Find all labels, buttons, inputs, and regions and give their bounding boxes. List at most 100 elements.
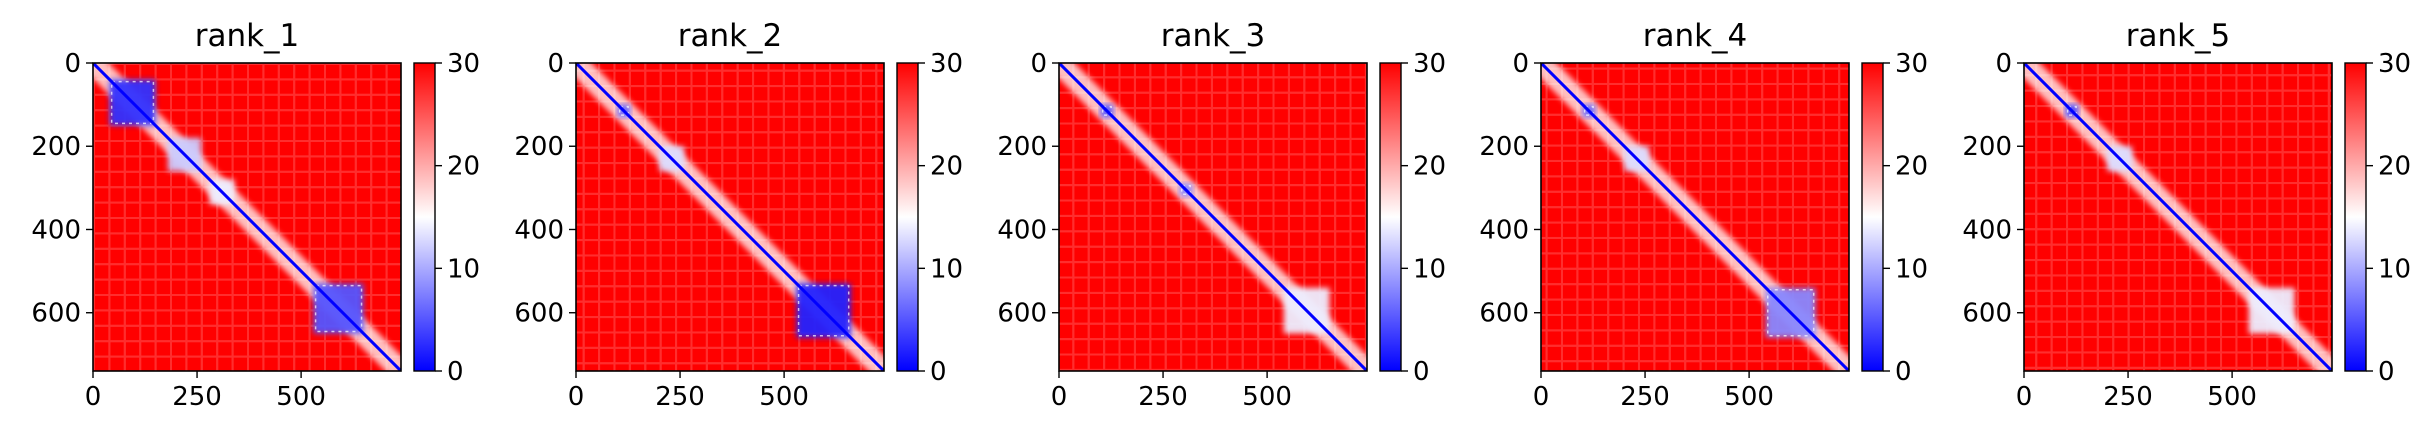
- heatmap-streak: [1349, 63, 1352, 371]
- heatmap-streak: [2024, 74, 2332, 77]
- heatmap-streak: [2096, 63, 2099, 371]
- heatmap-image: [2024, 63, 2332, 371]
- heatmap-streak: [277, 63, 280, 371]
- heatmap-streak: [2024, 259, 2332, 262]
- y-tick-label: 200: [1962, 132, 2012, 162]
- heatmap-streak: [2024, 274, 2332, 277]
- heatmap-streak: [1059, 322, 1367, 325]
- heatmap-streak: [1059, 199, 1367, 202]
- heatmap-streak: [659, 63, 662, 371]
- y-tick-label: 0: [64, 49, 81, 79]
- heatmap-streak: [576, 239, 884, 242]
- colorbar-tick-label: 0: [1413, 357, 1430, 387]
- heatmap-streak: [1668, 63, 1671, 371]
- heatmap-streak: [1541, 298, 1849, 301]
- heatmap-streak: [1541, 113, 1849, 116]
- heatmap-streak: [1591, 63, 1594, 371]
- heatmap-streak: [354, 63, 357, 371]
- heatmap-streak: [1838, 63, 1841, 371]
- heatmap-streak: [93, 294, 401, 296]
- heatmap-panel: rank_2 0 250 500 0 200 400 600 0 10 20 30: [514, 18, 963, 412]
- heatmap-streak: [1059, 291, 1367, 294]
- heatmap-streak: [1059, 137, 1367, 140]
- heatmap-streak: [1059, 368, 1367, 371]
- colorbar-tick-label: 10: [2378, 254, 2411, 284]
- y-tick-label: 400: [514, 215, 564, 245]
- heatmap-streak: [2024, 289, 2332, 292]
- heatmap-streak: [1541, 252, 1849, 255]
- heatmap-block-texture: [1180, 184, 1191, 195]
- heatmap-streak: [1059, 338, 1367, 341]
- heatmap-streak: [628, 63, 631, 371]
- heatmap-streak: [2127, 63, 2130, 371]
- heatmap-streak: [1541, 175, 1849, 178]
- heatmap-streak: [1541, 113, 1849, 116]
- heatmap-streak: [2112, 63, 2115, 371]
- heatmap-streak: [1349, 63, 1352, 371]
- heatmap-streak: [1059, 91, 1367, 94]
- heatmap-streak: [829, 63, 832, 371]
- heatmap-texture: [576, 63, 884, 371]
- heatmap-streak: [1761, 63, 1764, 371]
- heatmap-panel: rank_3 0 250 500 0 200 400 600 0 10 20 30: [997, 18, 1446, 412]
- heatmap-streak: [108, 63, 111, 371]
- axes-frame: [92, 62, 402, 372]
- heatmap-streak: [1807, 63, 1810, 371]
- heatmap-streak: [875, 63, 878, 371]
- heatmap-streak: [2050, 63, 2053, 371]
- heatmap-streak: [2024, 182, 2332, 185]
- heatmap-streak: [2024, 89, 2332, 92]
- heatmap-streak: [2024, 135, 2332, 138]
- heatmap-streak: [1730, 63, 1733, 371]
- heatmap-image: [93, 63, 401, 371]
- heatmap-streak: [2024, 336, 2332, 339]
- heatmap-streak: [2096, 63, 2099, 371]
- heatmap-diagonal: [93, 63, 401, 371]
- heatmap-streak: [93, 63, 95, 371]
- heatmap-streak: [1761, 63, 1764, 371]
- heatmap-streak: [576, 69, 884, 72]
- heatmap-streak: [2297, 63, 2300, 371]
- heatmap-streak: [582, 63, 585, 371]
- heatmap-streak: [576, 131, 884, 134]
- heatmap-streak: [1714, 63, 1717, 371]
- heatmap-streak: [93, 355, 401, 358]
- heatmap-streak: [1059, 168, 1367, 171]
- heatmap-streak: [576, 85, 884, 88]
- heatmap-streak: [1541, 144, 1849, 147]
- heatmap-streak: [93, 93, 401, 96]
- heatmap-streak: [200, 63, 203, 371]
- heatmap-streak: [1576, 63, 1579, 371]
- heatmap-block-texture: [1101, 105, 1112, 116]
- heatmap-streak: [576, 269, 884, 272]
- heatmap-streak: [705, 63, 708, 371]
- heatmap-streak: [1838, 63, 1841, 371]
- heatmap-streak: [1257, 63, 1260, 371]
- heatmap-streak: [576, 177, 884, 180]
- heatmap-streak: [2066, 63, 2069, 371]
- heatmap-streak: [370, 63, 373, 371]
- heatmap-streak: [185, 63, 188, 371]
- heatmap-streak: [2235, 63, 2238, 371]
- heatmap-streak: [2024, 166, 2332, 169]
- heatmap-streak: [262, 63, 265, 371]
- heatmap-streak: [1541, 98, 1849, 101]
- heatmap-streak: [385, 63, 388, 371]
- colorbar-tick-label: 0: [1895, 357, 1912, 387]
- heatmap-streak: [308, 63, 311, 371]
- heatmap-streak: [1087, 63, 1090, 371]
- heatmap-streak: [1776, 63, 1779, 371]
- heatmap-streak: [782, 63, 785, 371]
- heatmap-streak: [2024, 351, 2332, 354]
- heatmap-streak: [659, 63, 662, 371]
- y-tick-label: 200: [997, 132, 1047, 162]
- heatmap-streak: [93, 93, 401, 96]
- heatmap-texture: [1541, 63, 1849, 371]
- colorbar-tick-label: 30: [447, 49, 480, 79]
- heatmap-streak: [154, 63, 157, 371]
- heatmap-streak: [1180, 63, 1183, 371]
- heatmap-streak: [1622, 63, 1625, 371]
- heatmap-streak: [1541, 159, 1849, 162]
- heatmap-streak: [2024, 366, 2332, 369]
- colorbar-tick-label: 20: [447, 152, 480, 182]
